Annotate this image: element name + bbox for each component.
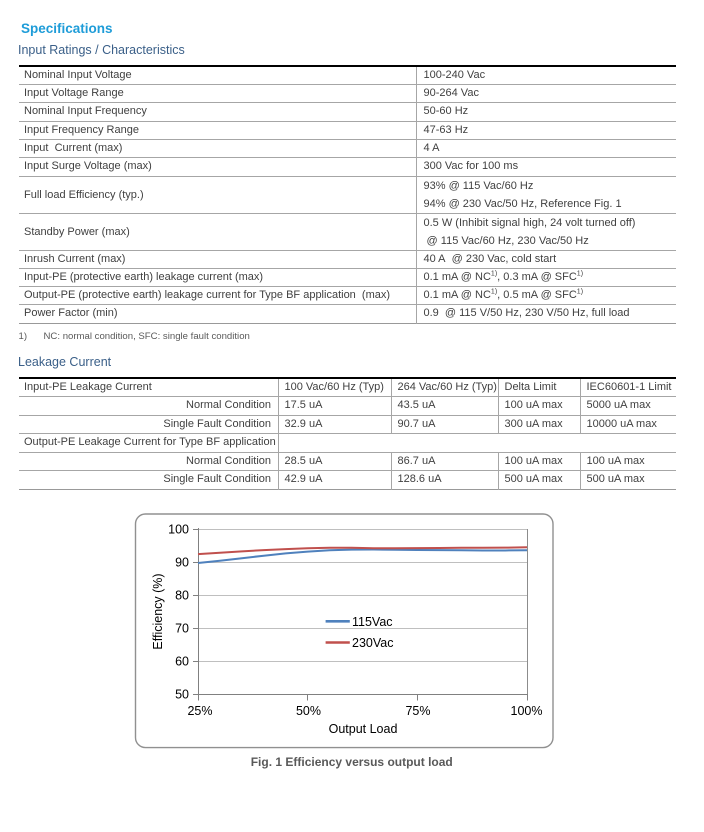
svg-text:80: 80 [175,588,189,602]
svg-text:50: 50 [175,687,189,701]
svg-text:Efficiency (%): Efficiency (%) [151,573,165,649]
svg-text:115Vac: 115Vac [352,615,393,629]
svg-text:75%: 75% [405,704,430,718]
svg-text:100%: 100% [511,704,543,718]
svg-text:25%: 25% [187,704,212,718]
svg-text:60: 60 [175,654,189,668]
svg-text:Output Load: Output Load [329,722,398,736]
svg-text:50%: 50% [296,704,321,718]
svg-text:100: 100 [168,522,189,536]
svg-text:90: 90 [175,555,189,569]
svg-text:70: 70 [175,621,189,635]
svg-text:230Vac: 230Vac [352,636,393,650]
